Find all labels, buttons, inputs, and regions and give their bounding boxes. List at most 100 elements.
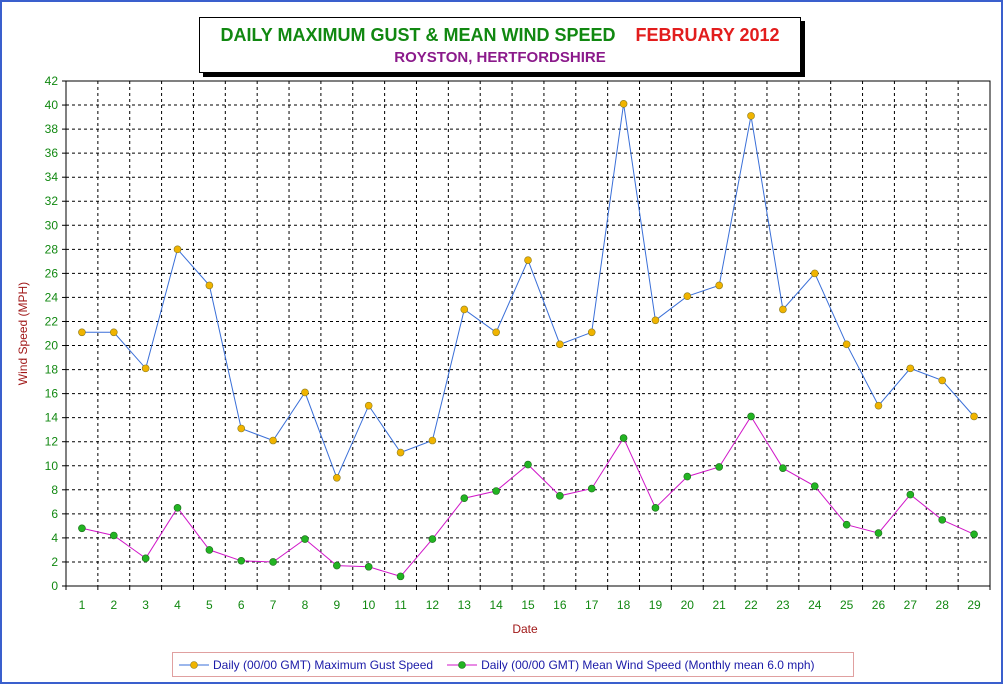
data-point-gust <box>205 281 214 290</box>
y-tick-label: 26 <box>45 266 59 280</box>
legend-entry-gust: Daily (00/00 GMT) Maximum Gust Speed <box>179 658 433 672</box>
x-tick-label: 23 <box>776 598 790 612</box>
chart-location: ROYSTON, HERTFORDSHIRE <box>394 49 606 66</box>
data-point-gust <box>78 328 86 337</box>
legend-label-mean: Daily (00/00 GMT) Mean Wind Speed (Month… <box>481 657 815 672</box>
y-axis-label: Wind Speed (MPH) <box>16 282 30 385</box>
x-tick-label: 21 <box>712 598 726 612</box>
data-point-gust <box>269 436 277 445</box>
y-tick-label: 8 <box>51 483 58 497</box>
data-point-gust <box>428 436 437 445</box>
y-tick-label: 20 <box>45 339 59 353</box>
y-tick-label: 38 <box>45 122 59 136</box>
data-point-mean <box>715 463 723 471</box>
data-point-gust <box>109 328 118 337</box>
y-tick-label: 0 <box>51 579 58 593</box>
x-tick-label: 9 <box>333 598 340 612</box>
x-tick-label: 20 <box>681 598 695 612</box>
data-point-mean <box>205 546 214 554</box>
chart-legend: Daily (00/00 GMT) Maximum Gust Speed Dai… <box>172 652 854 677</box>
legend-swatch-gust <box>179 660 209 669</box>
data-point-gust <box>333 473 341 482</box>
x-tick-label: 28 <box>936 598 950 612</box>
x-tick-label: 10 <box>362 598 376 612</box>
y-tick-label: 14 <box>45 411 59 425</box>
data-point-mean <box>173 504 182 512</box>
plot-area <box>65 80 991 587</box>
x-tick-label: 29 <box>967 598 981 612</box>
y-tick-label: 28 <box>45 242 59 256</box>
data-point-mean <box>587 484 596 493</box>
y-tick-label: 18 <box>45 363 59 377</box>
y-tick-label: 42 <box>45 74 59 88</box>
data-point-mean <box>683 472 692 481</box>
data-point-mean <box>779 464 787 472</box>
x-tick-label: 26 <box>872 598 886 612</box>
data-point-mean <box>906 490 915 499</box>
data-point-mean <box>970 530 978 539</box>
data-point-mean <box>619 434 628 442</box>
x-tick-label: 22 <box>744 598 758 612</box>
data-point-gust <box>587 328 596 337</box>
data-point-gust <box>715 281 723 290</box>
data-point-mean <box>269 558 277 566</box>
x-tick-label: 19 <box>649 598 663 612</box>
x-tick-label: 4 <box>174 598 181 612</box>
data-point-gust <box>141 364 150 373</box>
data-point-mean <box>237 556 246 565</box>
chart-title-line: DAILY MAXIMUM GUST & MEAN WIND SPEED FEBR… <box>200 25 800 46</box>
y-tick-label: 2 <box>51 555 58 569</box>
x-tick-label: 13 <box>458 598 472 612</box>
data-point-mean <box>78 524 86 533</box>
data-point-gust <box>810 269 819 278</box>
x-tick-label: 18 <box>617 598 631 612</box>
y-tick-label: 32 <box>45 194 59 208</box>
data-point-gust <box>906 364 915 373</box>
x-tick-label: 14 <box>489 598 503 612</box>
x-tick-label: 12 <box>426 598 440 612</box>
data-point-gust <box>492 328 500 337</box>
data-point-gust <box>683 292 692 301</box>
data-point-gust <box>651 316 660 325</box>
chart-period: FEBRUARY 2012 <box>635 25 780 45</box>
y-tick-label: 40 <box>45 98 59 112</box>
x-tick-label: 25 <box>840 598 854 612</box>
x-tick-label: 17 <box>585 598 599 612</box>
chart-title-box: DAILY MAXIMUM GUST & MEAN WIND SPEED FEBR… <box>199 17 801 73</box>
data-point-mean <box>141 554 150 563</box>
legend-label-gust: Daily (00/00 GMT) Maximum Gust Speed <box>213 657 434 672</box>
legend-entry-mean: Daily (00/00 GMT) Mean Wind Speed (Month… <box>447 657 815 672</box>
data-point-gust <box>779 305 787 314</box>
data-point-gust <box>842 340 851 349</box>
data-point-mean <box>938 516 947 524</box>
data-point-gust <box>619 100 628 108</box>
data-point-mean <box>874 529 883 537</box>
y-tick-label: 24 <box>45 290 59 304</box>
data-point-mean <box>556 492 564 500</box>
x-tick-label: 6 <box>238 598 245 612</box>
data-point-gust <box>874 401 883 410</box>
data-point-gust <box>364 401 373 410</box>
x-tick-label: 2 <box>110 598 117 612</box>
data-point-gust <box>173 245 182 254</box>
data-point-mean <box>301 535 309 543</box>
legend-swatch-mean <box>447 660 478 669</box>
y-tick-label: 30 <box>45 218 59 232</box>
data-point-mean <box>396 572 405 581</box>
data-point-gust <box>938 376 947 385</box>
data-point-gust <box>556 340 564 349</box>
y-tick-label: 12 <box>45 435 59 449</box>
data-point-gust <box>747 112 755 120</box>
data-point-gust <box>396 448 405 457</box>
x-tick-label: 7 <box>270 598 277 612</box>
data-point-mean <box>460 494 469 503</box>
data-point-mean <box>333 561 341 570</box>
y-tick-label: 22 <box>45 314 59 328</box>
x-tick-label: 5 <box>206 598 213 612</box>
data-point-mean <box>364 562 373 571</box>
data-point-mean <box>810 482 819 491</box>
x-tick-label: 27 <box>904 598 918 612</box>
x-axis-label: Date <box>512 622 538 636</box>
x-tick-label: 15 <box>521 598 535 612</box>
